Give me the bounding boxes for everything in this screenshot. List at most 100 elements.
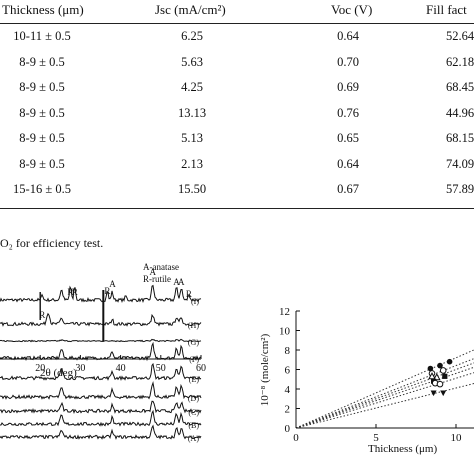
- scatter-y-tick-label: 10: [279, 326, 291, 338]
- table-cell-jsc: 4.25: [181, 80, 203, 94]
- scatter-point: [440, 390, 447, 397]
- table-cell-voc: 0.69: [337, 80, 359, 94]
- xrd-x-axis-label: 2θ (deg): [40, 367, 77, 379]
- table-cell-thickness: 8-9 ± 0.5: [19, 80, 65, 94]
- table-cell-ff: 62.18: [445, 54, 474, 69]
- xrd-peak-label: A: [178, 277, 185, 287]
- table-cell-ff: 68.45: [445, 80, 474, 94]
- scatter-fit-line: [295, 358, 474, 429]
- scatter-point: [430, 390, 437, 397]
- xrd-peak-label: R: [186, 289, 192, 299]
- xrd-trace: [0, 381, 202, 400]
- xrd-series-label: (E): [189, 375, 200, 384]
- scatter-point: [437, 362, 443, 369]
- scatter-points: [427, 358, 453, 397]
- scatter-ticks: 0 2 4 6 8 10 12 0 5 10: [279, 306, 462, 444]
- xrd-legend-line-2: R-rutile: [143, 274, 171, 284]
- xrd-x-tick-label: 20: [35, 363, 45, 374]
- table-footnote: O₂ for efficiency test.: [0, 236, 104, 250]
- table-cell-thickness: 8-9 ± 0.5: [19, 54, 65, 69]
- scatter-y-tick-label: 8: [285, 345, 291, 357]
- xrd-series-label: (F): [189, 355, 199, 364]
- xrd-x-tick-label: 30: [75, 363, 85, 374]
- xrd-x-tick-label: 40: [116, 363, 126, 374]
- scatter-fit-line: [295, 362, 474, 429]
- table-cell-thickness: 8-9 ± 0.5: [19, 156, 65, 171]
- xrd-peak-label: A: [109, 279, 116, 289]
- table-cell-thickness: 8-9 ± 0.5: [19, 131, 65, 145]
- xrd-series-labels: (I) (H) (G) (F) (E) (D) (C) (B) (A): [188, 297, 199, 443]
- table-cell-ff: 74.09: [445, 156, 474, 171]
- scatter-y-tick-label: 6: [285, 365, 291, 377]
- xrd-x-tick-label: 50: [156, 363, 166, 374]
- scatter-y-tick-label: 0: [285, 423, 291, 435]
- scatter-point: [436, 380, 444, 388]
- header-fill-factor: Fill fact: [426, 2, 467, 17]
- scatter-y-tick-label: 4: [285, 384, 291, 396]
- table-cell-jsc: 13.13: [177, 105, 207, 120]
- xrd-traces: [0, 284, 202, 440]
- scatter-y-axis-label: 10⁻⁸ (mole/cm²): [259, 333, 271, 406]
- scatter-x-tick-label: 0: [293, 432, 299, 444]
- header-thickness: Thickness (μm): [2, 2, 84, 17]
- table-cell-thickness: 10-11 ± 0.5: [13, 29, 71, 43]
- scatter-point: [446, 358, 453, 365]
- scatter-point: [427, 365, 434, 372]
- scatter-fit-line: [295, 366, 474, 429]
- scatter-fit-lines: [295, 349, 474, 429]
- scatter-point: [432, 373, 441, 381]
- xrd-x-tick-label: 60: [196, 363, 206, 374]
- table-cell-thickness: 8-9 ± 0.5: [19, 105, 65, 120]
- scatter-x-tick-label: 10: [451, 432, 463, 444]
- scatter-point: [439, 367, 447, 374]
- xrd-trace: [0, 362, 202, 382]
- xrd-series-label: (G): [188, 338, 199, 347]
- table-cell-voc: 0.64: [337, 29, 359, 43]
- header-jsc: Jsc (mA/cm²): [155, 2, 226, 17]
- table-cell-ff: 68.15: [445, 131, 474, 145]
- table-cell-voc: 0.65: [337, 131, 359, 145]
- table-cell-ff: 52.64: [445, 29, 474, 43]
- xrd-trace: [0, 400, 202, 414]
- table-cell-voc: 0.64: [337, 156, 359, 171]
- table-cell-voc: 0.70: [337, 54, 359, 69]
- xrd-trace: [0, 284, 202, 304]
- xrd-trace: [0, 338, 202, 343]
- scatter-fit-line: [295, 383, 474, 429]
- header-voc: Voc (V): [331, 2, 373, 17]
- table-cell-jsc: 6.25: [181, 29, 203, 43]
- xrd-series-label: (B): [188, 421, 199, 430]
- scatter-point: [442, 373, 448, 379]
- scatter-y-tick-label: 2: [285, 404, 291, 416]
- scatter-fit-line: [295, 372, 474, 429]
- xrd-series-label: (C): [188, 408, 199, 417]
- table-cell-voc: 0.67: [337, 182, 359, 196]
- table-header-rule: [0, 23, 474, 24]
- xrd-legend-line-1: A-anatase: [143, 262, 179, 272]
- xrd-peak-label: R: [104, 286, 110, 296]
- table-cell-thickness: 15-16 ± 0.5: [13, 182, 71, 196]
- table-cell-ff: 57.89: [445, 182, 474, 196]
- xrd-series-label: (H): [188, 321, 199, 330]
- xrd-trace: [0, 409, 202, 427]
- xrd-peak-label: A: [150, 267, 157, 277]
- table-bottom-rule: [0, 208, 474, 209]
- xrd-trace: [0, 424, 202, 440]
- xrd-series-label: (D): [188, 394, 199, 403]
- xrd-peak-label: A: [173, 277, 180, 287]
- scatter-fit-line: [295, 349, 474, 429]
- xrd-peak-label: R: [72, 287, 78, 297]
- table-cell-jsc: 2.13: [181, 156, 203, 171]
- xrd-peak-label: R: [67, 287, 73, 297]
- xrd-trace: [0, 312, 202, 327]
- xrd-x-ticks: 20 30 40 50 60: [35, 355, 206, 374]
- scatter-y-tick-label: 12: [279, 306, 290, 318]
- scatter-x-tick-label: 5: [373, 432, 379, 444]
- table-cell-ff: 44.96: [445, 105, 474, 120]
- table-cell-jsc: 5.13: [181, 131, 203, 145]
- xrd-series-label: (A): [188, 434, 199, 443]
